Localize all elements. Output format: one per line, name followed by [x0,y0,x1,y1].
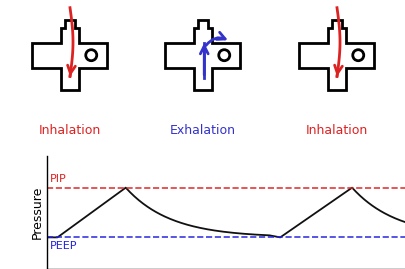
Text: Exhalation: Exhalation [170,124,235,137]
FancyArrowPatch shape [205,32,225,45]
Y-axis label: Pressure: Pressure [31,186,44,239]
Text: Inhalation: Inhalation [39,124,101,137]
Text: Inhalation: Inhalation [305,124,367,137]
Text: PEEP: PEEP [50,241,78,251]
Text: PIP: PIP [50,174,67,184]
